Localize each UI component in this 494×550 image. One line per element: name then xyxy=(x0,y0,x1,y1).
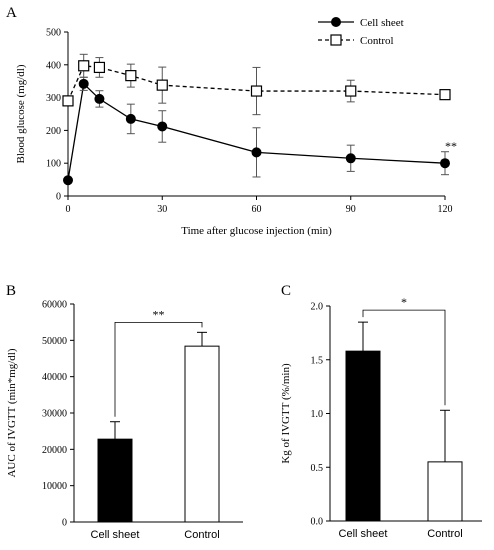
category-label: Control xyxy=(184,529,219,541)
y-tick-label: 1.5 xyxy=(311,355,324,366)
y-tick-label: 20000 xyxy=(42,445,67,456)
category-label: Cell sheet xyxy=(91,529,140,541)
bar-control xyxy=(184,345,220,523)
y-axis-title: Blood glucose (mg/dl) xyxy=(15,64,27,163)
data-point-cell-sheet xyxy=(94,93,105,104)
y-tick-label: 0.0 xyxy=(311,517,324,528)
data-point-cell-sheet xyxy=(345,153,356,164)
significance-marker: ** xyxy=(445,139,457,153)
y-axis-title: AUC of IVGTT (min*mg/dl) xyxy=(6,348,18,477)
bar-cell-sheet xyxy=(97,438,133,523)
bar-control xyxy=(427,461,463,522)
panel-c-bar-chart: C 0.0 0.5 1.0 1.5 2.0 Kg of IVGTT (%/min) Cell … xyxy=(280,283,482,540)
panel-label-b: B xyxy=(6,283,16,299)
x-tick-label: 60 xyxy=(252,204,262,215)
y-tick-label: 0 xyxy=(62,518,67,529)
panel-label-c: C xyxy=(281,283,291,299)
data-point-cell-sheet xyxy=(125,113,136,124)
panel-a-line-chart: A 0 100 200 300 400 500 0 30 60 90 120 Time after gl… xyxy=(6,5,457,237)
y-tick-label: 40000 xyxy=(42,372,67,383)
significance-marker: ** xyxy=(153,307,165,321)
data-point-control xyxy=(345,85,357,97)
legend-marker-control xyxy=(330,34,342,46)
y-tick-label: 2.0 xyxy=(311,302,324,313)
x-tick-label: 120 xyxy=(438,204,453,215)
y-tick-label: 100 xyxy=(46,159,61,170)
x-tick-label: 0 xyxy=(66,204,71,215)
data-point-cell-sheet xyxy=(157,121,168,132)
bar-cell-sheet xyxy=(345,350,381,522)
legend-marker-cell-sheet xyxy=(331,17,341,27)
data-point-control xyxy=(62,95,74,107)
significance-bracket xyxy=(114,321,203,417)
data-point-control xyxy=(439,89,451,101)
y-tick-label: 50000 xyxy=(42,336,67,347)
data-point-cell-sheet xyxy=(63,175,73,186)
y-tick-label: 60000 xyxy=(42,300,67,311)
significance-marker: * xyxy=(401,295,407,309)
data-point-control xyxy=(78,60,90,72)
y-tick-label: 0 xyxy=(56,192,61,203)
panel-b-bar-chart: B 0 10000 20000 30000 40000 50000 60000 AUC of I… xyxy=(6,283,243,541)
y-tick-label: 0.5 xyxy=(311,463,324,474)
y-tick-label: 10000 xyxy=(42,481,67,492)
x-tick-label: 90 xyxy=(346,204,356,215)
y-tick-label: 1.0 xyxy=(311,409,324,420)
category-label: Cell sheet xyxy=(339,528,388,540)
y-axis-title: Kg of IVGTT (%/min) xyxy=(280,363,292,464)
data-point-cell-sheet xyxy=(78,78,89,89)
x-tick-label: 30 xyxy=(157,204,167,215)
legend-label-control: Control xyxy=(360,35,394,47)
y-tick-label: 30000 xyxy=(42,409,67,420)
panel-label-a: A xyxy=(6,5,17,21)
y-tick-label: 300 xyxy=(46,93,61,104)
y-tick-label: 400 xyxy=(46,60,61,71)
significance-bracket xyxy=(362,309,446,406)
x-axis-title: Time after glucose injection (min) xyxy=(181,225,332,237)
data-point-control xyxy=(156,79,168,91)
y-tick-label: 200 xyxy=(46,126,61,137)
legend-label-cell-sheet: Cell sheet xyxy=(360,17,404,29)
data-point-control xyxy=(125,70,137,82)
data-point-cell-sheet xyxy=(251,147,262,158)
category-label: Control xyxy=(427,528,462,540)
data-point-cell-sheet xyxy=(440,158,450,169)
y-tick-label: 500 xyxy=(46,28,61,39)
data-point-control xyxy=(93,61,106,74)
data-point-control xyxy=(250,85,263,97)
